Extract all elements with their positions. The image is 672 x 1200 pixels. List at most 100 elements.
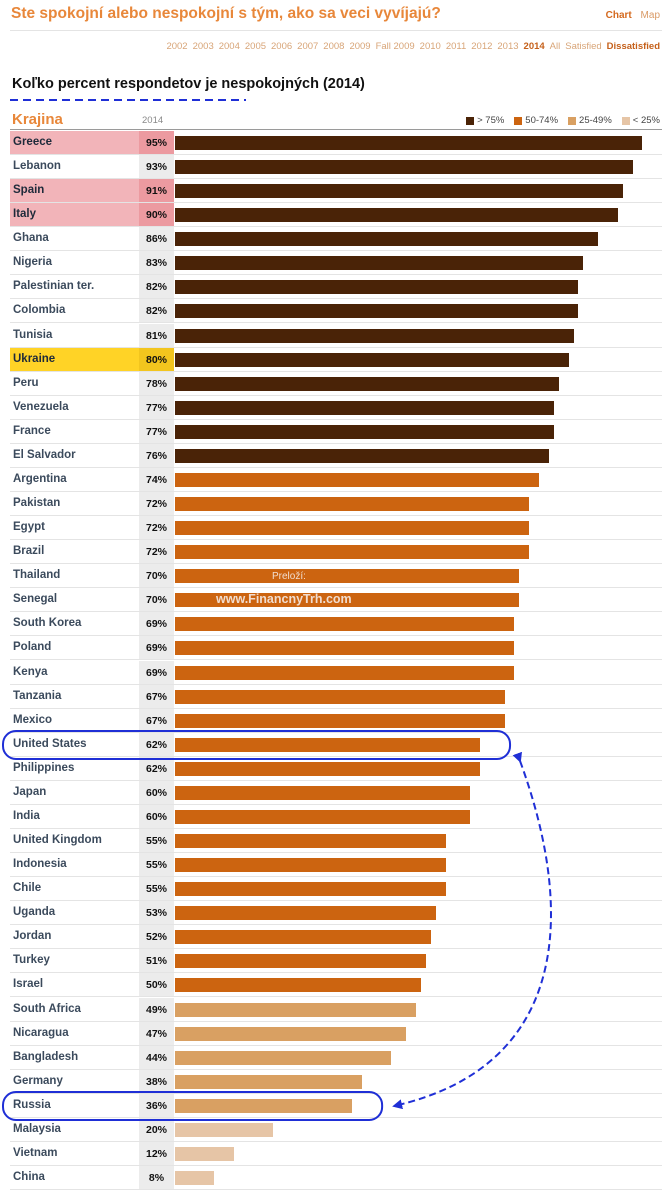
satisfied-link[interactable]: Satisfied — [565, 41, 602, 52]
chart-view-link[interactable]: Chart — [605, 10, 632, 21]
year-link-2005[interactable]: 2005 — [244, 41, 267, 52]
bar — [175, 978, 421, 992]
legend-item: > 75% — [466, 115, 504, 126]
bar — [175, 1099, 353, 1113]
value-label: 70% — [139, 588, 174, 611]
value-label: 72% — [139, 516, 174, 539]
chart-row: Pakistan 72% — [10, 492, 662, 516]
year-link-2002[interactable]: 2002 — [166, 41, 188, 52]
bar — [175, 617, 515, 631]
chart-row: Nigeria 83% — [10, 251, 662, 275]
year-link-2013[interactable]: 2013 — [497, 41, 519, 52]
header-rule — [10, 129, 662, 130]
year-link-2003[interactable]: 2003 — [192, 41, 214, 52]
value-label: 50% — [139, 973, 174, 996]
chart-row: Palestinian ter. 82% — [10, 275, 662, 299]
country-label: Egypt — [13, 521, 45, 533]
chart-row: Greece 95% — [10, 131, 662, 155]
value-label: 74% — [139, 468, 174, 491]
chart-row: Argentina 74% — [10, 468, 662, 492]
value-label: 55% — [139, 877, 174, 900]
value-label: 81% — [139, 324, 174, 347]
year-link-2007[interactable]: 2007 — [297, 41, 319, 52]
bar — [175, 1123, 274, 1137]
bar — [175, 1003, 417, 1017]
bar — [175, 425, 554, 439]
value-label: 69% — [139, 612, 174, 635]
bar — [175, 521, 530, 535]
value-label: 67% — [139, 685, 174, 708]
year-link-2004[interactable]: 2004 — [218, 41, 240, 52]
chart-row: United States 62% — [10, 733, 662, 757]
country-label: Thailand — [13, 569, 61, 581]
year-link-fall-2009[interactable]: Fall 2009 — [375, 41, 415, 52]
bar — [175, 954, 426, 968]
chart-row: Brazil 72% — [10, 540, 662, 564]
country-label: Colombia — [13, 304, 66, 316]
bar — [175, 184, 623, 198]
chart-row: Germany 38% — [10, 1070, 662, 1094]
country-label: Germany — [13, 1075, 63, 1087]
value-column-header: 2014 — [142, 115, 164, 126]
value-label: 78% — [139, 372, 174, 395]
country-label: Vietnam — [13, 1147, 58, 1159]
country-label: Argentina — [13, 473, 67, 485]
chart-row: Malaysia 20% — [10, 1118, 662, 1142]
chart-row: South Africa 49% — [10, 998, 662, 1022]
country-label: Greece — [13, 136, 53, 148]
bar — [175, 1075, 362, 1089]
watermark-line1: Preloží: — [272, 571, 306, 582]
country-label: Uganda — [13, 906, 56, 918]
chart-title: Koľko percent respondetov je nespokojnýc… — [12, 76, 365, 92]
value-label: 62% — [139, 757, 174, 780]
legend-swatch — [466, 116, 475, 125]
country-label: El Salvador — [13, 449, 76, 461]
chart-row: El Salvador 76% — [10, 444, 662, 468]
country-label: United States — [13, 738, 87, 750]
year-link-2011[interactable]: 2011 — [445, 41, 467, 52]
year-link-2009[interactable]: 2009 — [349, 41, 371, 52]
value-label: 77% — [139, 396, 174, 419]
legend-item: 25-49% — [568, 115, 612, 126]
country-label: Chile — [13, 882, 42, 894]
year-link-2012[interactable]: 2012 — [471, 41, 493, 52]
value-label: 72% — [139, 492, 174, 515]
bar — [175, 1147, 235, 1161]
value-label: 95% — [139, 131, 174, 154]
title-underline-annotation — [10, 99, 246, 101]
country-label: Israel — [13, 978, 44, 990]
chart-row: Kenya 69% — [10, 661, 662, 685]
legend: > 75% 50-74% 25-49% < 25% — [456, 115, 660, 128]
value-label: 44% — [139, 1046, 174, 1069]
bar — [175, 449, 549, 463]
year-link-2014[interactable]: 2014 — [523, 41, 545, 52]
watermark-line2: www.FinancnyTrh.com — [216, 592, 352, 606]
country-label: Senegal — [13, 593, 58, 605]
legend-label: 25-49% — [579, 115, 612, 126]
bar — [175, 473, 540, 487]
year-link-2010[interactable]: 2010 — [419, 41, 441, 52]
country-label: Poland — [13, 641, 52, 653]
chart-row: Uganda 53% — [10, 901, 662, 925]
map-view-link[interactable]: Map — [640, 10, 660, 21]
bar — [175, 593, 520, 607]
bar — [175, 569, 520, 583]
year-link-2006[interactable]: 2006 — [271, 41, 293, 52]
year-link-2008[interactable]: 2008 — [323, 41, 345, 52]
country-label: Pakistan — [13, 497, 61, 509]
year-link-all[interactable]: All — [549, 41, 561, 52]
value-label: 93% — [139, 155, 174, 178]
value-label: 49% — [139, 998, 174, 1021]
bar — [175, 280, 579, 294]
country-label: Peru — [13, 377, 39, 389]
value-label: 90% — [139, 203, 174, 226]
value-label: 77% — [139, 420, 174, 443]
chart-row: Peru 78% — [10, 372, 662, 396]
circle-annotation — [2, 730, 512, 760]
country-label: Jordan — [13, 930, 52, 942]
bar — [175, 930, 431, 944]
country-label: Ghana — [13, 232, 49, 244]
country-label: Malaysia — [13, 1123, 61, 1135]
dissatisfied-link[interactable]: Dissatisfied — [606, 41, 660, 52]
